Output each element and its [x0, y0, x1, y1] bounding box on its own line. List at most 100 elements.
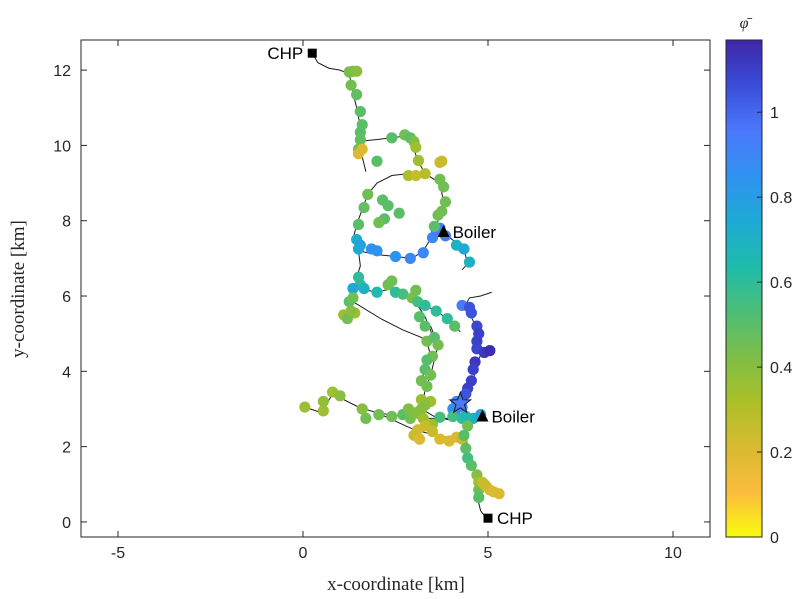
- x-tick-label: -5: [111, 545, 125, 562]
- x-tick-label: 10: [664, 545, 682, 562]
- node-point: [467, 363, 479, 376]
- y-tick-label: 10: [53, 138, 71, 155]
- star-marker: [448, 390, 473, 414]
- annotations: CHP Boiler Boiler CHP: [267, 44, 535, 528]
- annotation-label: Boiler: [453, 223, 497, 242]
- node-point: [410, 141, 422, 153]
- node-point: [421, 380, 433, 392]
- node-point: [425, 369, 437, 381]
- node-point: [397, 288, 409, 300]
- node-point: [458, 429, 470, 441]
- y-tick-label: 8: [62, 214, 71, 231]
- boiler-marker: [476, 409, 489, 422]
- chp-marker: [307, 48, 317, 58]
- node-point: [434, 433, 446, 445]
- node-point: [413, 433, 426, 445]
- node-point: [460, 410, 472, 423]
- node-point: [449, 320, 461, 332]
- annotation-label: CHP: [267, 44, 303, 63]
- node-point: [441, 313, 453, 325]
- node-point: [465, 459, 477, 472]
- pipe-segment: [311, 52, 350, 75]
- node-point: [371, 155, 383, 167]
- node-point: [417, 247, 429, 259]
- node-point: [360, 412, 372, 424]
- node-point: [382, 200, 394, 212]
- node-point: [419, 299, 431, 312]
- node-point: [458, 243, 470, 255]
- colorbar-tick-label: 0.4: [770, 360, 792, 377]
- node-point: [362, 188, 374, 200]
- node-point: [413, 311, 426, 323]
- node-point: [386, 410, 398, 423]
- node-point: [389, 250, 402, 263]
- node-point: [463, 256, 476, 268]
- y-tick-label: 6: [62, 289, 71, 306]
- colorbar-tick-label: 0.8: [770, 190, 792, 207]
- node-point: [430, 305, 442, 317]
- chp-marker: [483, 513, 493, 523]
- node-point: [351, 65, 363, 77]
- node-point: [484, 345, 496, 357]
- node-point: [371, 245, 383, 257]
- plot-frame: [80, 39, 711, 538]
- node-point: [351, 88, 363, 101]
- annotation-label: Boiler: [491, 408, 535, 427]
- node-point: [428, 220, 440, 232]
- colorbar-tick-label: 0: [770, 530, 779, 547]
- x-axis: -5 0 5 10: [111, 40, 682, 562]
- annotation-label: CHP: [497, 509, 533, 528]
- node-point: [345, 79, 357, 91]
- node-point: [439, 196, 452, 208]
- node-point: [412, 154, 425, 167]
- node-point: [493, 488, 505, 500]
- node-point: [373, 409, 385, 421]
- node-point: [347, 292, 359, 304]
- x-tick-label: 0: [299, 545, 308, 562]
- node-point: [354, 134, 366, 146]
- boiler-marker: [437, 225, 450, 238]
- y-axis: 0 2 4 6 8 10 12: [53, 63, 710, 532]
- node-point: [299, 401, 311, 413]
- y-tick-label: 12: [53, 63, 71, 80]
- node-point: [419, 320, 431, 332]
- node-point: [460, 442, 472, 455]
- node-point: [358, 201, 370, 214]
- network-nodes: [299, 65, 505, 504]
- x-axis-title: x-coordinate [km]: [327, 574, 465, 595]
- colorbar-title: φ̄: [740, 15, 753, 32]
- node-point: [317, 405, 329, 417]
- node-point: [373, 217, 385, 229]
- y-tick-label: 0: [62, 515, 71, 532]
- node-point: [386, 275, 398, 287]
- node-point: [432, 209, 444, 221]
- node-point: [352, 243, 365, 255]
- colorbar: [725, 39, 763, 538]
- node-point: [393, 207, 405, 219]
- colorbar-tick-label: 0.6: [770, 275, 792, 292]
- node-point: [410, 284, 422, 296]
- node-point: [473, 491, 485, 504]
- colorbar-tick-label: 0.2: [770, 445, 792, 462]
- colorbar-tick-label: 1: [770, 105, 779, 122]
- node-point: [386, 132, 398, 144]
- node-point: [432, 339, 444, 351]
- node-point: [371, 286, 383, 298]
- node-point: [465, 307, 477, 319]
- node-point: [421, 354, 433, 366]
- node-point: [434, 411, 446, 423]
- node-point: [345, 305, 357, 317]
- node-point: [462, 420, 474, 432]
- node-point: [478, 478, 490, 490]
- node-point: [356, 403, 368, 415]
- node-point: [358, 282, 370, 295]
- node-point: [426, 425, 439, 438]
- node-point: [352, 218, 365, 231]
- node-point: [460, 388, 472, 400]
- node-point: [447, 410, 459, 423]
- pipe-segment: [352, 173, 409, 278]
- node-point: [356, 143, 368, 155]
- node-point: [410, 169, 422, 182]
- node-point: [347, 282, 359, 295]
